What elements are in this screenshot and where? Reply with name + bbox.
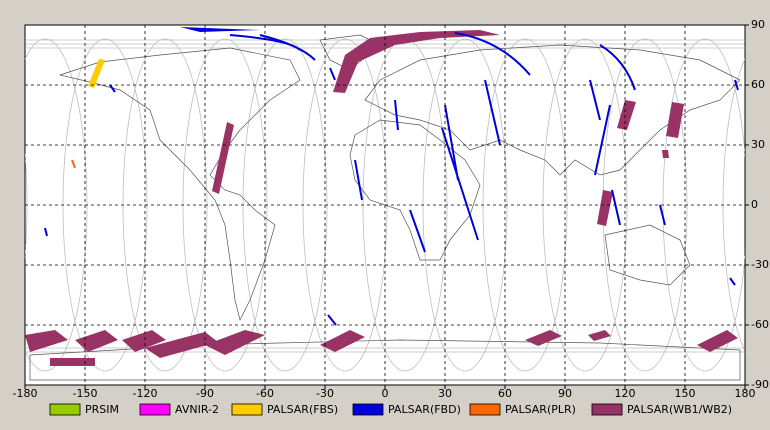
x-tick-label: -150 xyxy=(73,387,98,400)
legend-label: AVNIR-2 xyxy=(175,403,219,416)
swaths xyxy=(25,27,739,366)
swath xyxy=(25,330,68,352)
swath xyxy=(50,358,95,366)
orbit-track xyxy=(25,149,28,261)
swath xyxy=(333,30,500,93)
swath xyxy=(44,32,739,326)
x-tick-label: 150 xyxy=(675,387,696,400)
legend-swatch xyxy=(139,403,171,416)
swath xyxy=(597,190,613,226)
legend-label: PALSAR(FBD) xyxy=(388,403,461,416)
swath xyxy=(205,330,265,355)
swath xyxy=(320,330,365,352)
legend-label: PALSAR(FBS) xyxy=(267,403,338,416)
y-tick-label: -90 xyxy=(751,378,769,391)
legend-label: PALSAR(PLR) xyxy=(505,403,576,416)
x-tick-label: -180 xyxy=(13,387,38,400)
swath xyxy=(617,100,636,130)
x-tick-label: -60 xyxy=(256,387,274,400)
x-tick-label: 60 xyxy=(498,387,512,400)
x-tick-label: 0 xyxy=(382,387,389,400)
swath xyxy=(180,27,260,32)
swath xyxy=(697,330,738,352)
x-tick-label: 120 xyxy=(615,387,636,400)
legend-swatch xyxy=(469,403,501,416)
y-tick-label: 30 xyxy=(751,138,765,151)
swath xyxy=(75,330,118,352)
x-tick-label: 90 xyxy=(558,387,572,400)
tick-labels: -180 -150 -120 -90 -60 -30 0 30 60 90 120 150 180 90 6… xyxy=(13,18,769,400)
y-tick-label: -60 xyxy=(751,318,769,331)
y-tick-label: 90 xyxy=(751,18,765,31)
x-tick-label: -90 xyxy=(196,387,214,400)
swath xyxy=(88,59,105,88)
swath xyxy=(212,122,234,194)
swath xyxy=(588,330,611,341)
legend-label: PRSIM xyxy=(85,403,119,416)
legend-swatch xyxy=(49,403,81,416)
x-tick-label: -120 xyxy=(133,387,158,400)
x-tick-label: 30 xyxy=(438,387,452,400)
legend-label: PALSAR(WB1/WB2) xyxy=(627,403,732,416)
swath xyxy=(666,102,684,138)
graticule xyxy=(24,24,749,389)
swath xyxy=(122,330,166,352)
swath xyxy=(71,159,76,169)
legend-swatch xyxy=(591,403,623,416)
x-tick-label: -30 xyxy=(316,387,334,400)
legend-swatch xyxy=(231,403,263,416)
y-tick-label: 60 xyxy=(751,78,765,91)
swath xyxy=(145,332,218,358)
y-tick-label: 0 xyxy=(751,198,758,211)
swath xyxy=(662,150,669,158)
swath xyxy=(525,330,562,346)
x-tick-label: 180 xyxy=(735,387,756,400)
legend: PRSIM AVNIR-2 PALSAR(FBS) PALSAR(FBD) PALSAR… xyxy=(49,403,732,416)
legend-swatch xyxy=(352,403,384,416)
y-tick-label: -30 xyxy=(751,258,769,271)
